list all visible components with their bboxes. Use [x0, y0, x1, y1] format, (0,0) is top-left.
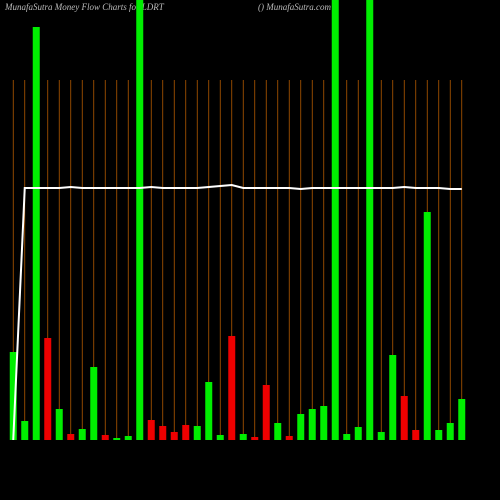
bar	[354, 427, 362, 440]
chart-subtitle: () MunafaSutra.com	[258, 2, 331, 12]
bar	[377, 432, 385, 440]
bar	[193, 426, 201, 440]
bar	[216, 435, 224, 440]
bar	[366, 0, 374, 440]
bar	[32, 27, 40, 440]
bar	[182, 425, 190, 440]
bar	[101, 435, 109, 440]
bar	[44, 338, 52, 440]
bar	[67, 434, 75, 440]
bar	[136, 0, 144, 440]
bar	[21, 421, 29, 440]
bar	[113, 438, 121, 440]
bar	[423, 212, 431, 440]
money-flow-line	[12, 183, 462, 441]
bar	[159, 426, 167, 440]
bar	[458, 399, 466, 440]
bar	[262, 385, 270, 440]
chart-title: MunafaSutra Money Flow Charts for LDRT	[4, 2, 165, 12]
bar	[124, 436, 132, 440]
bar	[320, 406, 328, 440]
bar	[446, 423, 454, 440]
bar	[412, 430, 420, 440]
bar	[297, 414, 305, 440]
bar	[331, 0, 339, 440]
bar	[389, 355, 397, 440]
bar	[400, 396, 408, 440]
bar	[9, 352, 17, 440]
bar	[274, 423, 282, 440]
bar	[55, 409, 63, 440]
bar	[170, 432, 178, 440]
bar	[251, 437, 259, 440]
bar	[343, 434, 351, 440]
bar	[239, 434, 247, 440]
bar	[147, 420, 155, 440]
bar	[308, 409, 316, 440]
bar	[90, 367, 98, 440]
bar	[435, 430, 443, 440]
bar	[285, 436, 293, 440]
bar	[205, 382, 213, 440]
bar	[228, 336, 236, 440]
bar	[78, 429, 86, 440]
